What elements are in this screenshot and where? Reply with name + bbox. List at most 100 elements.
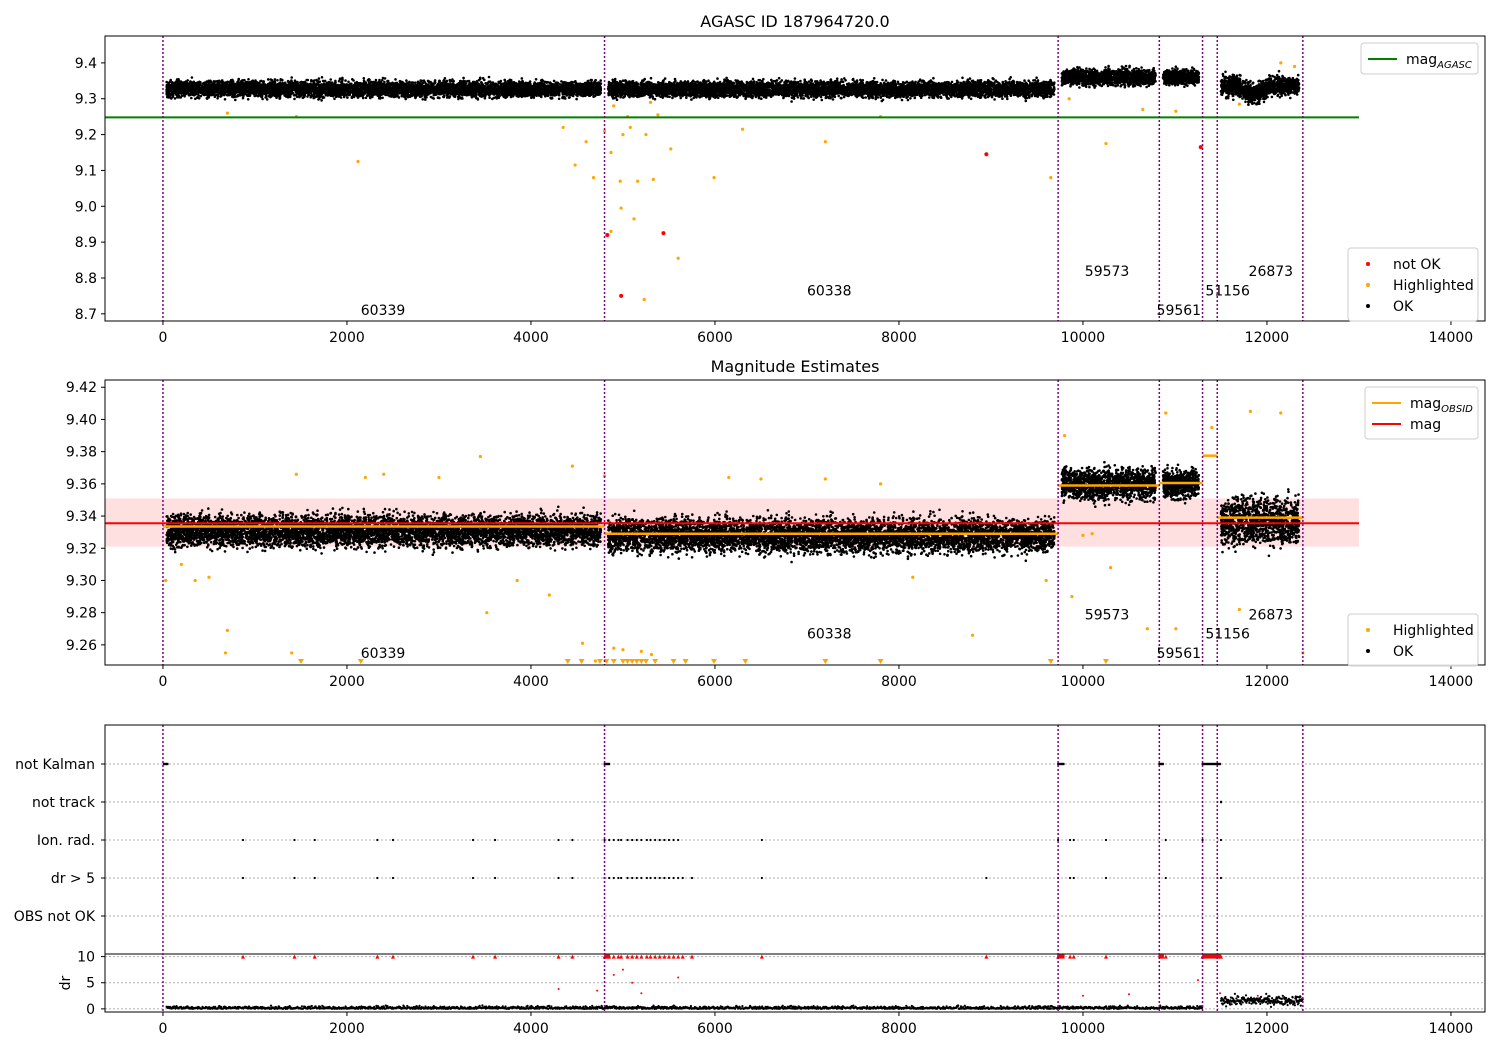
ok-point: [321, 79, 325, 83]
ok-point: [533, 91, 537, 95]
ok-point: [590, 78, 593, 82]
ok-point: [316, 95, 319, 98]
ok-point: [269, 78, 273, 81]
ok-point: [253, 81, 256, 85]
ok-point: [361, 96, 365, 100]
ok-point: [381, 96, 384, 100]
ok-point: [520, 77, 524, 80]
ok-point: [458, 96, 462, 99]
ok-point: [498, 91, 502, 94]
ok-point: [318, 97, 321, 101]
ok-point: [567, 92, 571, 96]
ok-point: [312, 96, 316, 100]
ok-point: [194, 81, 197, 85]
ok-point: [484, 82, 487, 85]
ok-point: [446, 92, 450, 96]
ok-point: [328, 85, 331, 89]
ok-point: [484, 87, 487, 90]
ok-point: [575, 97, 578, 101]
ok-points: [165, 64, 1301, 106]
ok-point: [557, 97, 561, 101]
ok-point: [378, 78, 381, 82]
ok-point: [440, 83, 444, 87]
ok-point: [448, 86, 452, 89]
ok-point: [237, 81, 241, 85]
ok-point: [273, 80, 277, 83]
ok-point: [562, 84, 565, 88]
ok-point: [499, 88, 503, 92]
ok-point: [261, 97, 264, 101]
ok-point: [462, 76, 465, 80]
ok-point: [240, 84, 244, 88]
ok-point: [290, 76, 294, 79]
ok-point: [408, 80, 411, 84]
ok-point: [228, 93, 231, 97]
ok-point: [429, 95, 433, 99]
ok-point: [351, 78, 354, 81]
ok-point: [190, 96, 193, 100]
ok-point: [293, 97, 296, 101]
ok-point: [433, 79, 437, 82]
ok-point: [320, 76, 324, 79]
ok-point: [374, 78, 378, 82]
ok-point: [478, 76, 482, 80]
ok-point: [452, 79, 455, 83]
ok-point: [432, 82, 436, 85]
ok-point: [503, 83, 506, 87]
ok-point: [347, 80, 350, 84]
ok-point: [386, 79, 390, 83]
ok-point: [502, 91, 505, 94]
ok-point: [329, 78, 333, 81]
ok-point: [190, 76, 194, 79]
ok-point: [175, 78, 179, 81]
ok-point: [270, 91, 273, 94]
ok-point: [438, 79, 441, 83]
ok-point: [594, 78, 597, 82]
ok-point: [560, 83, 563, 86]
ok-point: [262, 80, 266, 83]
ok-point: [400, 92, 404, 96]
ok-point: [292, 81, 295, 85]
ok-point: [378, 94, 382, 98]
panel1-title: AGASC ID 187964720.0: [700, 12, 889, 31]
ok-point: [317, 77, 321, 80]
ok-point: [497, 80, 500, 84]
ok-point: [492, 93, 495, 96]
ok-point: [269, 94, 272, 98]
ok-point: [552, 79, 556, 83]
ok-point: [499, 85, 503, 89]
ok-point: [398, 79, 402, 83]
ok-point: [404, 97, 408, 101]
ok-point: [197, 97, 201, 100]
ok-point: [323, 84, 327, 87]
ok-point: [468, 81, 471, 85]
ok-point: [487, 75, 491, 79]
agasc-magnitude-panel: AGASC ID 187964720.0 6033960338595735956…: [75, 12, 1486, 346]
ok-point: [266, 78, 270, 81]
ok-point: [499, 82, 503, 86]
ok-point: [442, 95, 446, 99]
ok-point: [183, 95, 186, 98]
ok-point: [246, 98, 250, 101]
ok-point: [367, 78, 371, 81]
ok-point: [483, 97, 487, 100]
ok-point: [216, 97, 219, 100]
ok-point: [560, 80, 563, 83]
ok-point: [169, 78, 172, 82]
ok-point: [497, 86, 500, 89]
ok-point: [276, 79, 279, 82]
ok-point: [312, 93, 316, 96]
ok-point: [413, 81, 417, 84]
ok-point: [379, 97, 382, 100]
ok-point: [381, 82, 385, 86]
ok-point: [338, 77, 342, 80]
ok-point: [534, 78, 538, 81]
ok-point: [341, 76, 344, 80]
ok-point: [364, 96, 368, 100]
ok-point: [336, 83, 340, 87]
ok-point: [363, 87, 366, 90]
ok-point: [371, 95, 374, 99]
